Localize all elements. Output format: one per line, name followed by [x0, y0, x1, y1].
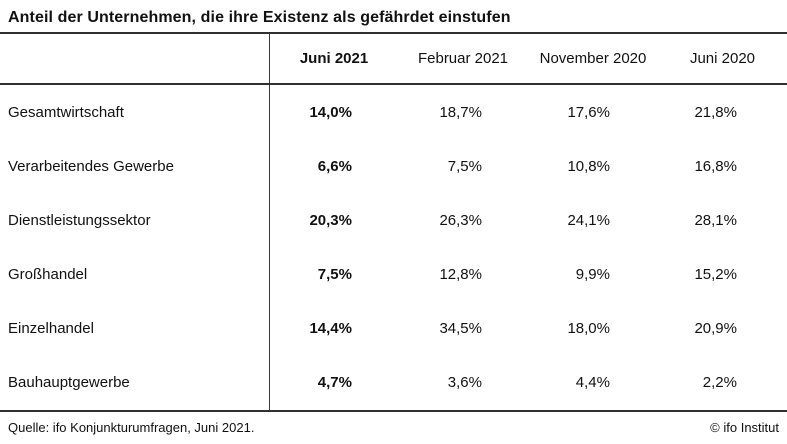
page-title: Anteil der Unternehmen, die ihre Existen… — [0, 0, 787, 34]
value-cell: 4,7% — [317, 374, 352, 392]
value-cell: 2,2% — [702, 374, 737, 392]
footer: Quelle: ifo Konjunkturumfragen, Juni 202… — [0, 412, 787, 435]
column-header-november-2020: November 2020 — [539, 50, 647, 67]
value-cell: 12,8% — [439, 266, 482, 284]
value-cell: 26,3% — [439, 211, 482, 229]
value-cell: 15,2% — [694, 266, 737, 284]
value-cell: 21,8% — [694, 103, 737, 121]
value-cell: 20,9% — [694, 320, 737, 338]
value-cell: 18,0% — [567, 320, 610, 338]
column-header-juni-2021: Juni 2021 — [299, 50, 369, 67]
value-cell: 14,4% — [309, 320, 352, 338]
table-row-bauhauptgewerbe: Bauhauptgewerbe 4,7% 3,6% 4,4% 2,2% — [0, 355, 787, 410]
row-label-gesamtwirtschaft: Gesamtwirtschaft — [0, 85, 270, 140]
table-row-einzelhandel: Einzelhandel 14,4% 34,5% 18,0% 20,9% — [0, 301, 787, 356]
value-cell: 7,5% — [447, 157, 482, 175]
value-cell: 4,4% — [575, 374, 610, 392]
header-cell-empty — [0, 34, 270, 83]
value-cell: 18,7% — [439, 103, 482, 121]
column-header-juni-2020: Juni 2020 — [689, 50, 756, 67]
value-cell: 14,0% — [309, 103, 352, 121]
value-cell: 28,1% — [694, 211, 737, 229]
table-row-verarbeitendes-gewerbe: Verarbeitendes Gewerbe 6,6% 7,5% 10,8% 1… — [0, 139, 787, 194]
value-cell: 10,8% — [567, 157, 610, 175]
table-row-grosshandel: Großhandel 7,5% 12,8% 9,9% 15,2% — [0, 247, 787, 302]
value-cell: 17,6% — [567, 103, 610, 121]
value-cell: 3,6% — [447, 374, 482, 392]
value-cell: 9,9% — [575, 266, 610, 284]
value-cell: 7,5% — [317, 266, 352, 284]
value-cell: 20,3% — [309, 211, 352, 229]
footer-source: Quelle: ifo Konjunkturumfragen, Juni 202… — [8, 419, 255, 435]
value-cell: 16,8% — [694, 157, 737, 175]
column-header-februar-2021: Februar 2021 — [417, 50, 509, 67]
row-label-verarbeitendes-gewerbe: Verarbeitendes Gewerbe — [0, 139, 270, 194]
value-cell: 34,5% — [439, 320, 482, 338]
footer-credit: © ifo Institut — [710, 419, 779, 435]
table-row-dienstleistungssektor: Dienstleistungssektor 20,3% 26,3% 24,1% … — [0, 193, 787, 248]
data-table: Juni 2021 Februar 2021 November 2020 Jun… — [0, 34, 787, 412]
row-label-einzelhandel: Einzelhandel — [0, 301, 270, 356]
row-label-grosshandel: Großhandel — [0, 247, 270, 302]
row-label-dienstleistungssektor: Dienstleistungssektor — [0, 193, 270, 248]
table-header-row: Juni 2021 Februar 2021 November 2020 Jun… — [0, 34, 787, 85]
row-label-bauhauptgewerbe: Bauhauptgewerbe — [0, 355, 270, 410]
value-cell: 24,1% — [567, 211, 610, 229]
value-cell: 6,6% — [317, 157, 352, 175]
table-row-gesamtwirtschaft: Gesamtwirtschaft 14,0% 18,7% 17,6% 21,8% — [0, 85, 787, 140]
